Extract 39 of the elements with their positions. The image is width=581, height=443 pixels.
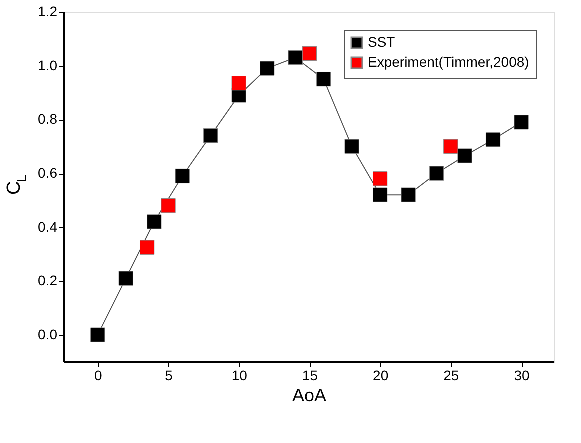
x-tick-label: 25 (444, 368, 460, 384)
x-tick-label: 5 (165, 368, 174, 384)
x-axis-title: AoA (292, 386, 327, 406)
y-tick-label: 0.6 (38, 165, 58, 182)
point (429, 166, 444, 181)
point (344, 139, 360, 154)
point (401, 188, 416, 202)
x-tick-label: 20 (373, 368, 389, 384)
y-tick-label: 0.0 (38, 326, 58, 343)
point (458, 148, 472, 164)
y-tick-label: 0.2 (38, 272, 58, 289)
x-tick-label: 15 (302, 368, 318, 384)
point (372, 188, 388, 202)
point (118, 271, 134, 286)
legend-label: Experiment(Timmer,2008) (368, 54, 530, 70)
y-tick-label: 0.4 (38, 218, 58, 235)
point (140, 240, 155, 255)
y-tick-label: 1.0 (38, 57, 58, 74)
point (161, 198, 176, 214)
point (444, 139, 458, 154)
point (90, 328, 106, 342)
point (204, 128, 218, 144)
x-tick-label: 10 (232, 368, 248, 384)
point (514, 115, 529, 130)
point (372, 172, 388, 186)
point (288, 50, 303, 66)
point (486, 132, 501, 148)
point (316, 72, 332, 87)
point (147, 214, 162, 230)
point (260, 61, 275, 76)
y-tick-label: 0.8 (38, 111, 58, 128)
legend-label: SST (368, 34, 396, 50)
y-axis-title: CL (4, 174, 29, 195)
x-tick-label: 0 (94, 368, 102, 384)
point (302, 46, 318, 62)
y-tick-label: 1.2 (38, 4, 58, 20)
x-tick-label: 30 (514, 368, 530, 384)
point (175, 168, 190, 184)
point (232, 76, 246, 91)
